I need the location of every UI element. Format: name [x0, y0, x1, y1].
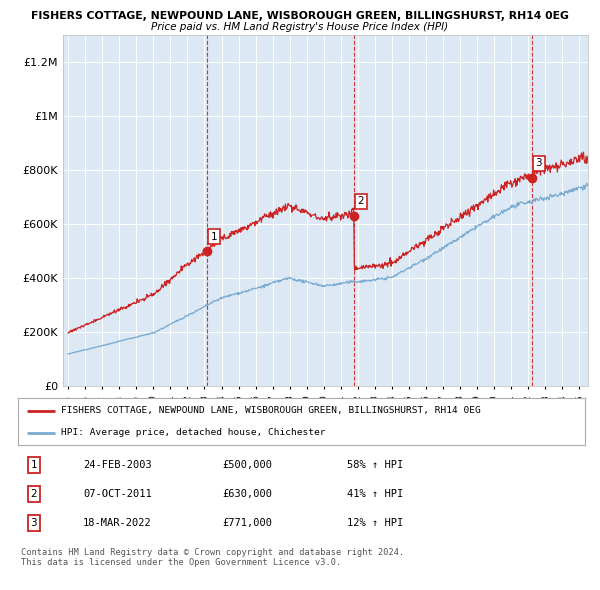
- Text: 3: 3: [535, 158, 542, 168]
- Text: 3: 3: [31, 519, 37, 529]
- Text: 1: 1: [211, 232, 217, 241]
- Text: 41% ↑ HPI: 41% ↑ HPI: [347, 489, 403, 499]
- Text: Contains HM Land Registry data © Crown copyright and database right 2024.
This d: Contains HM Land Registry data © Crown c…: [21, 548, 404, 567]
- Text: 18-MAR-2022: 18-MAR-2022: [83, 519, 152, 529]
- Text: FISHERS COTTAGE, NEWPOUND LANE, WISBOROUGH GREEN, BILLINGSHURST, RH14 0EG: FISHERS COTTAGE, NEWPOUND LANE, WISBOROU…: [61, 407, 480, 415]
- Text: FISHERS COTTAGE, NEWPOUND LANE, WISBOROUGH GREEN, BILLINGSHURST, RH14 0EG: FISHERS COTTAGE, NEWPOUND LANE, WISBOROU…: [31, 11, 569, 21]
- Text: 07-OCT-2011: 07-OCT-2011: [83, 489, 152, 499]
- Text: 58% ↑ HPI: 58% ↑ HPI: [347, 460, 403, 470]
- Text: Price paid vs. HM Land Registry's House Price Index (HPI): Price paid vs. HM Land Registry's House …: [151, 22, 449, 32]
- Text: HPI: Average price, detached house, Chichester: HPI: Average price, detached house, Chic…: [61, 428, 325, 437]
- Text: 2: 2: [358, 196, 364, 206]
- Text: £500,000: £500,000: [222, 460, 272, 470]
- Text: 2: 2: [31, 489, 37, 499]
- Text: 12% ↑ HPI: 12% ↑ HPI: [347, 519, 403, 529]
- Text: £771,000: £771,000: [222, 519, 272, 529]
- Text: 24-FEB-2003: 24-FEB-2003: [83, 460, 152, 470]
- Text: 1: 1: [31, 460, 37, 470]
- Text: £630,000: £630,000: [222, 489, 272, 499]
